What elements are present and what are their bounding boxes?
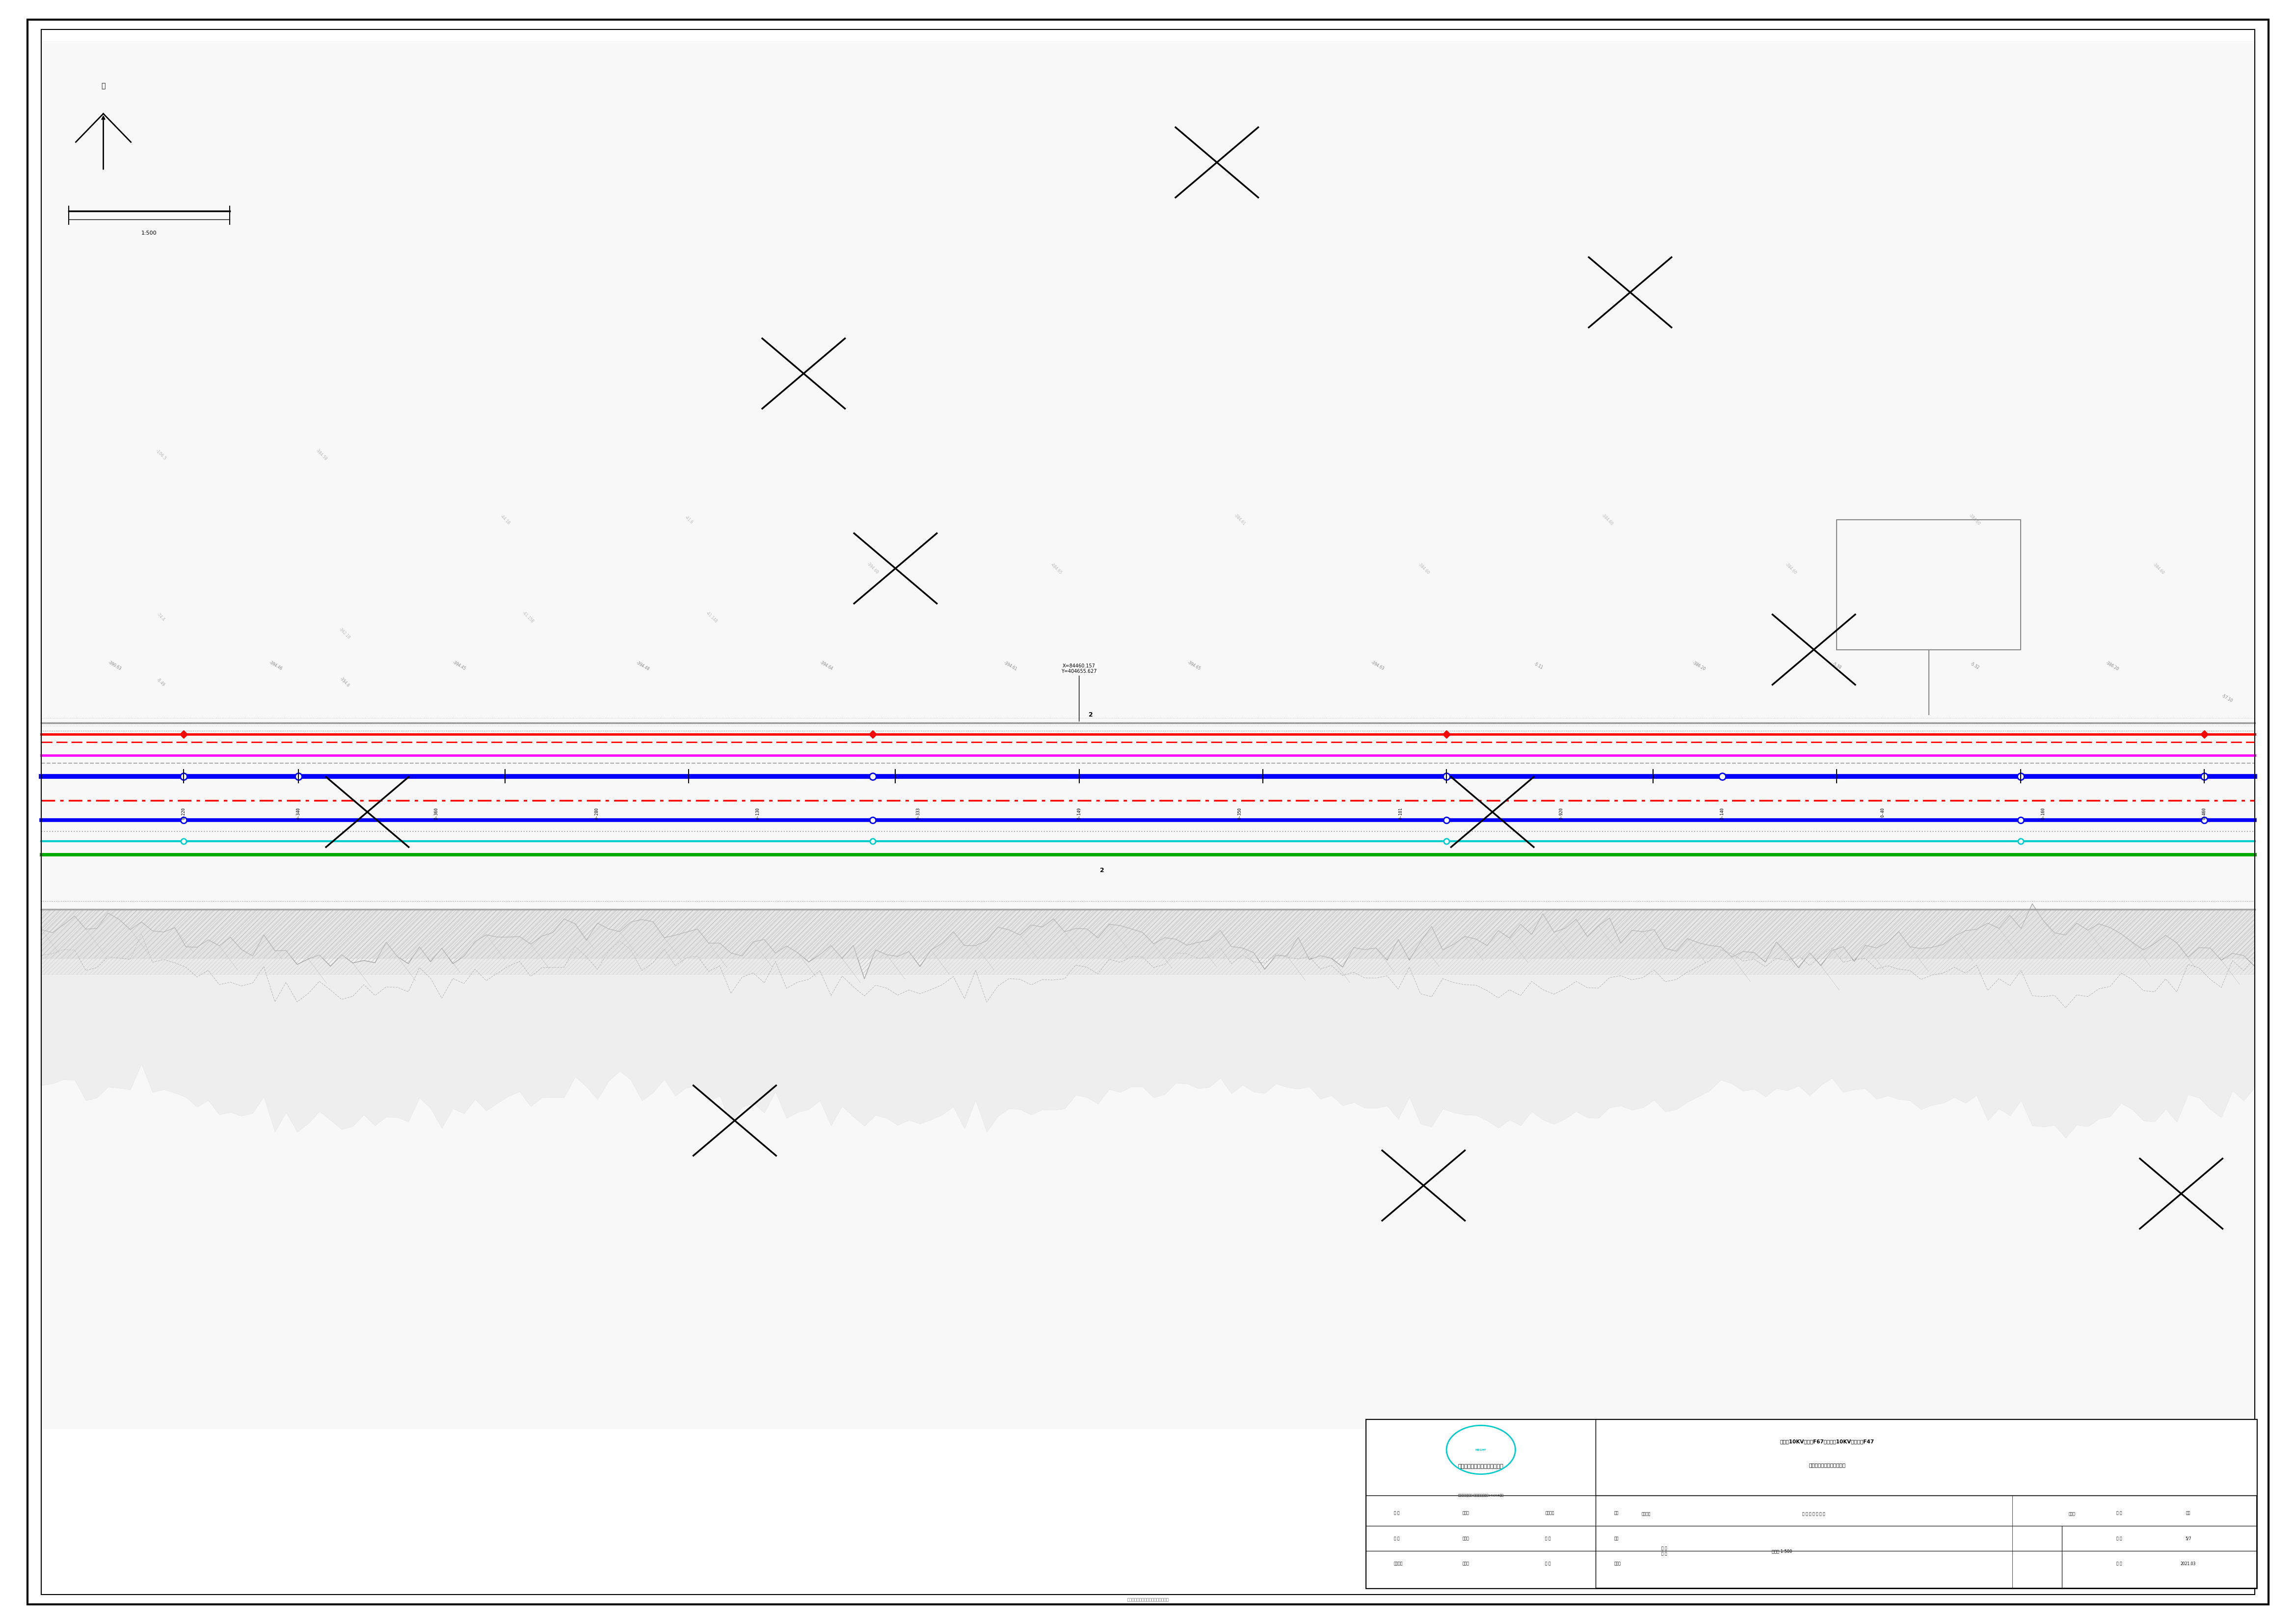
Text: 图 别: 图 别	[2117, 1510, 2122, 1515]
Text: -384.61: -384.61	[1233, 513, 1247, 526]
Text: 丘克漆: 丘克漆	[1463, 1536, 1469, 1541]
Text: -384.60: -384.60	[1968, 513, 1981, 526]
Text: 1:500: 1:500	[142, 231, 156, 235]
Text: -394.64: -394.64	[820, 661, 833, 671]
Text: 0-140: 0-140	[1720, 807, 1724, 820]
Text: -5.32: -5.32	[1970, 661, 1979, 671]
Text: 5/7: 5/7	[2186, 1536, 2190, 1541]
Text: 0-333: 0-333	[916, 807, 921, 820]
Text: 图 号: 图 号	[2117, 1536, 2122, 1541]
Text: -384.58: -384.58	[315, 448, 328, 461]
Text: 0-130: 0-130	[755, 807, 760, 820]
Text: -394.48: -394.48	[636, 661, 650, 671]
Text: 0-280: 0-280	[595, 807, 599, 820]
Text: 0-160: 0-160	[2041, 807, 2046, 820]
Text: -362.18: -362.18	[338, 627, 351, 640]
Text: 2021.03: 2021.03	[2181, 1562, 2195, 1566]
Text: 日 期: 日 期	[2117, 1562, 2122, 1566]
Text: -394.60: -394.60	[866, 562, 879, 575]
Text: MZGHY: MZGHY	[1476, 1449, 1486, 1450]
Text: 0-360: 0-360	[434, 807, 439, 820]
Text: -41.158: -41.158	[521, 611, 535, 624]
Text: 审 定: 审 定	[1394, 1510, 1398, 1515]
Text: -394.63: -394.63	[1371, 661, 1384, 671]
Text: -57.10: -57.10	[2220, 693, 2234, 703]
Text: 0-920: 0-920	[1559, 807, 1564, 820]
Bar	[1366, 1419, 1596, 1588]
Text: -386.20: -386.20	[1692, 661, 1706, 671]
Text: 石军: 石军	[1614, 1536, 1619, 1541]
Text: 北: 北	[101, 83, 106, 89]
Text: -106.5: -106.5	[154, 448, 168, 461]
Text: 扶大站10KV扶锦线F67与扶大站10KV扶工乙线F47: 扶大站10KV扶锦线F67与扶大站10KV扶工乙线F47	[1779, 1439, 1874, 1444]
Text: 梅 州 糖 业 供 电 局: 梅 州 糖 业 供 电 局	[1802, 1512, 1825, 1517]
Text: -484.65: -484.65	[1049, 562, 1063, 575]
Text: -74.4: -74.4	[156, 612, 165, 622]
Text: -384.60: -384.60	[1417, 562, 1430, 575]
Text: -5.49: -5.49	[156, 677, 165, 687]
Text: 审 核: 审 核	[1394, 1536, 1398, 1541]
Text: 0-340: 0-340	[296, 807, 301, 820]
Text: -384.60: -384.60	[2151, 562, 2165, 575]
Text: 城乡规划编制甲级:【建】城规编章（141215）号: 城乡规划编制甲级:【建】城规编章（141215）号	[1458, 1494, 1504, 1497]
Text: 0-101: 0-101	[1398, 807, 1403, 820]
Text: 图纸未加盖本公司出图专用章一律无效: 图纸未加盖本公司出图专用章一律无效	[1127, 1598, 1169, 1601]
Text: -384.60: -384.60	[1600, 513, 1614, 526]
Text: 网架完善工程电力管道规划: 网架完善工程电力管道规划	[1809, 1463, 1846, 1468]
Text: 平面图 1:500: 平面图 1:500	[1773, 1549, 1793, 1553]
Bar	[41, 909, 2255, 974]
Bar	[41, 909, 2255, 958]
Text: 0-460: 0-460	[2202, 807, 2206, 820]
Text: -394.61: -394.61	[1003, 661, 1017, 671]
Text: 校 对: 校 对	[1545, 1536, 1550, 1541]
Text: 0-350: 0-350	[1238, 807, 1242, 820]
Text: -5.38: -5.38	[1832, 661, 1841, 671]
Text: 电力: 电力	[2186, 1510, 2190, 1515]
Text: 专业负责: 专业负责	[1545, 1510, 1554, 1515]
Text: 委托单位: 委托单位	[1642, 1512, 1651, 1517]
Text: 邓桂明: 邓桂明	[1463, 1562, 1469, 1566]
Text: 邓桂明: 邓桂明	[1614, 1562, 1621, 1566]
Bar	[1596, 1419, 2257, 1496]
Text: -41.148: -41.148	[705, 611, 719, 624]
Text: 0-40: 0-40	[1880, 807, 1885, 817]
Text: 设 计: 设 计	[1545, 1562, 1550, 1566]
Text: 项目负责: 项目负责	[1394, 1562, 1403, 1566]
Text: -394.46: -394.46	[269, 661, 282, 671]
Text: 0-149: 0-149	[1077, 807, 1081, 820]
Text: 0-220: 0-220	[181, 807, 186, 820]
Text: 梅州市城市规划设计院有限公司: 梅州市城市规划设计院有限公司	[1458, 1465, 1504, 1470]
Text: -5.11: -5.11	[1534, 661, 1543, 671]
Text: 2: 2	[1088, 711, 1093, 718]
Text: -386.20: -386.20	[2105, 661, 2119, 671]
Text: -354.6: -354.6	[338, 676, 351, 689]
Text: 项目号: 项目号	[2069, 1512, 2076, 1517]
Text: 图 纸
内 容: 图 纸 内 容	[1662, 1546, 1667, 1556]
Text: -394.45: -394.45	[452, 661, 466, 671]
Text: 2: 2	[1100, 867, 1104, 874]
Text: -390.63: -390.63	[108, 661, 122, 671]
Text: -394.65: -394.65	[1187, 661, 1201, 671]
Text: X=84460.157
Y=404655.627: X=84460.157 Y=404655.627	[1061, 663, 1097, 721]
Bar	[1366, 1419, 2257, 1588]
Text: -41.6: -41.6	[684, 515, 693, 525]
Text: 廖颖: 廖颖	[1614, 1510, 1619, 1515]
Bar	[41, 41, 2255, 1429]
Text: -384.60: -384.60	[1784, 562, 1798, 575]
Text: -44.18: -44.18	[498, 513, 512, 526]
Text: 曾南山: 曾南山	[1463, 1510, 1469, 1515]
